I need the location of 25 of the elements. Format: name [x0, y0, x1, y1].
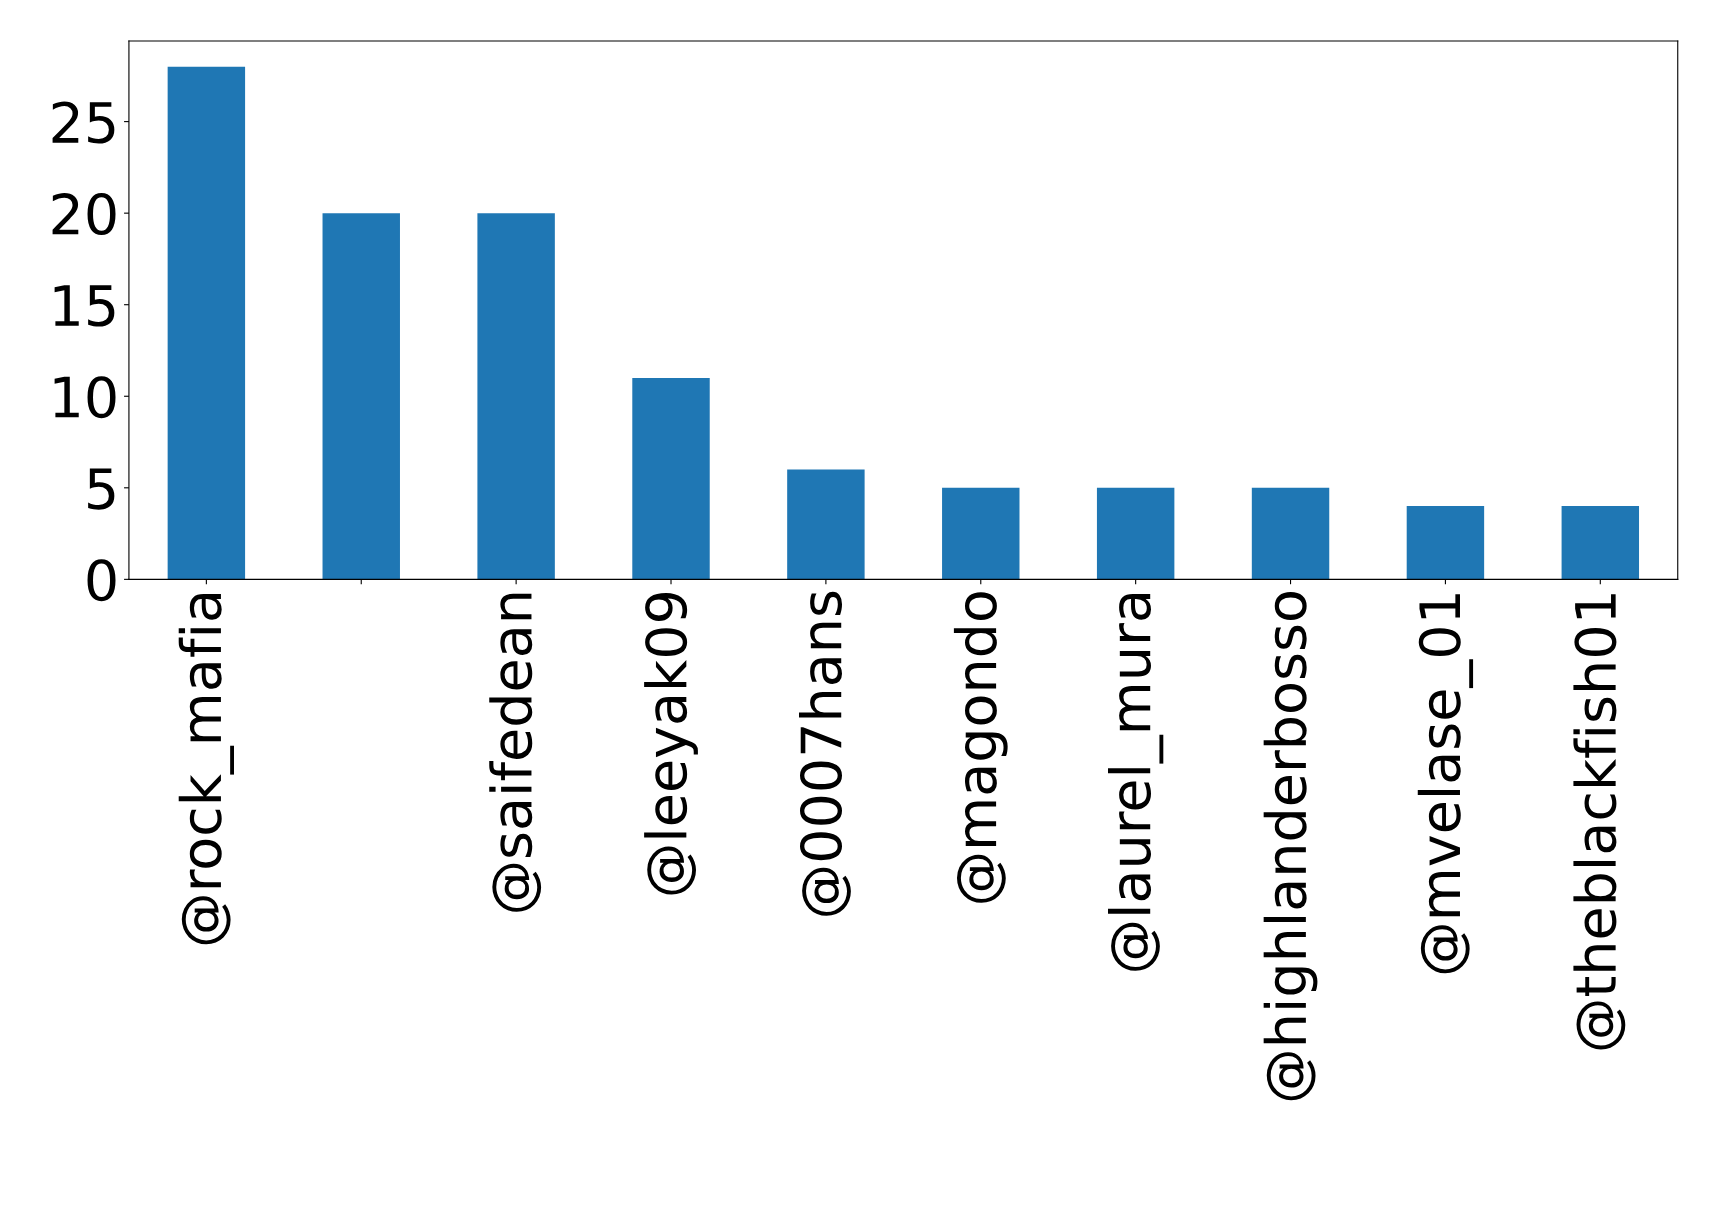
y-tick-label: 0: [87, 559, 116, 602]
y-tick-label: 15: [54, 285, 115, 327]
y-tick-label: 10: [54, 376, 116, 419]
x-tick-label: @rock_mafia: [178, 594, 235, 945]
bar: [1406, 506, 1485, 580]
bar: [1096, 487, 1175, 580]
x-tick-label: @theblackfish01: [1573, 594, 1626, 1050]
x-tick-label: @laurel_mura: [1108, 594, 1164, 971]
y-tick-label: 5: [88, 468, 115, 510]
y-tick-label: 20: [52, 193, 116, 236]
x-tick-label: @magondo: [953, 592, 1008, 903]
bar: [1561, 506, 1640, 580]
bar: [167, 66, 246, 580]
x-tick-label: @leeyak09: [644, 593, 698, 895]
x-tick-label: @mvelase_01: [1417, 594, 1474, 974]
bar: [477, 213, 555, 580]
x-tick-label: @0007hans: [799, 591, 851, 916]
bar: [1251, 487, 1330, 580]
bar: [632, 377, 710, 580]
y-tick-label: 25: [52, 101, 115, 144]
bar: [322, 213, 400, 580]
bar: [787, 469, 865, 580]
x-tick-label: @highlanderbosso: [1263, 592, 1318, 1101]
x-tick-label: @saifedean: [489, 593, 542, 912]
bar: [942, 487, 1020, 580]
